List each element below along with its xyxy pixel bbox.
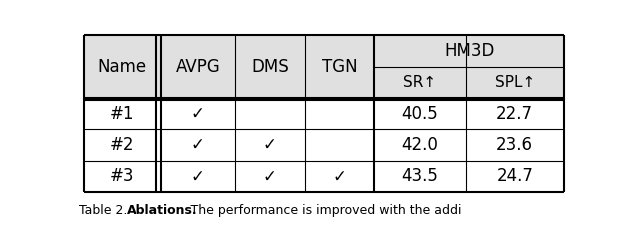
Text: #2: #2: [110, 136, 135, 154]
Text: 42.0: 42.0: [401, 136, 439, 154]
Bar: [374, 98, 466, 129]
Bar: [161, 67, 235, 98]
Text: ✓: ✓: [263, 167, 277, 186]
Bar: [466, 35, 564, 67]
Text: Name: Name: [98, 58, 147, 76]
Text: #1: #1: [110, 105, 135, 123]
Bar: [466, 161, 564, 192]
Bar: [466, 98, 564, 129]
Bar: [161, 98, 235, 129]
Bar: [235, 161, 305, 192]
Bar: [305, 35, 374, 67]
Bar: [374, 129, 466, 161]
Bar: [374, 161, 466, 192]
Bar: [84, 35, 161, 67]
Text: 40.5: 40.5: [401, 105, 438, 123]
Bar: [235, 67, 305, 98]
Text: ✓: ✓: [263, 136, 277, 154]
Bar: [374, 35, 466, 67]
Text: ✓: ✓: [191, 136, 205, 154]
Bar: [466, 129, 564, 161]
Text: 22.7: 22.7: [496, 105, 533, 123]
Bar: [161, 161, 235, 192]
Bar: [235, 35, 305, 67]
Bar: [84, 98, 161, 129]
Bar: [305, 129, 374, 161]
Text: Ablations.: Ablations.: [127, 204, 198, 217]
Text: 43.5: 43.5: [401, 167, 439, 186]
Bar: [161, 35, 235, 67]
Text: DMS: DMS: [251, 58, 289, 76]
Text: AVPG: AVPG: [176, 58, 221, 76]
Text: ✓: ✓: [332, 167, 346, 186]
Text: HM3D: HM3D: [444, 42, 494, 60]
Bar: [235, 129, 305, 161]
Bar: [466, 67, 564, 98]
Text: 24.7: 24.7: [496, 167, 533, 186]
Bar: [305, 161, 374, 192]
Bar: [161, 129, 235, 161]
Bar: [374, 67, 466, 98]
Text: Table 2.: Table 2.: [79, 204, 133, 217]
Text: 23.6: 23.6: [496, 136, 533, 154]
Text: The performance is improved with the addi: The performance is improved with the add…: [188, 204, 461, 217]
Bar: [84, 129, 161, 161]
Bar: [305, 67, 374, 98]
Text: #3: #3: [110, 167, 135, 186]
Text: SPL↑: SPL↑: [495, 75, 535, 90]
Text: TGN: TGN: [322, 58, 357, 76]
Bar: [84, 67, 161, 98]
Bar: [84, 161, 161, 192]
Text: ✓: ✓: [191, 105, 205, 123]
Bar: [305, 98, 374, 129]
Text: ✓: ✓: [191, 167, 205, 186]
Bar: [235, 98, 305, 129]
Text: SR↑: SR↑: [403, 75, 437, 90]
